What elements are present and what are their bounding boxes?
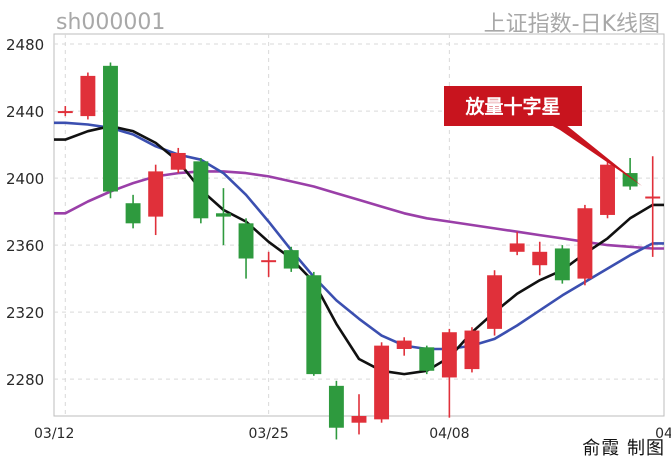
moving-average-lines (54, 121, 664, 376)
ma-fast-line (54, 124, 664, 376)
candle-body (441, 332, 457, 378)
candle-body (80, 75, 96, 117)
candle (487, 270, 503, 336)
candle-body (125, 203, 141, 224)
y-tick-label: 2360 (6, 237, 44, 255)
candle-body (238, 223, 254, 259)
candle-body (57, 111, 73, 114)
candle-body (328, 385, 344, 428)
candle (170, 147, 186, 174)
candle (577, 204, 593, 286)
candle (57, 106, 73, 117)
candle (396, 337, 412, 356)
candle (261, 251, 277, 277)
annotation-box (444, 86, 582, 126)
candle-body (419, 347, 435, 371)
candle (464, 327, 480, 373)
candle-body (532, 251, 548, 266)
y-tick-label: 2440 (6, 103, 44, 121)
y-tick-label: 2320 (6, 304, 44, 322)
candle (554, 245, 570, 284)
candle (532, 241, 548, 276)
candle-body (261, 260, 277, 263)
ma-slow-line (54, 170, 664, 250)
candle (374, 342, 390, 423)
doji-annotation: 放量十字星 (444, 86, 642, 186)
x-tick-label: 04/08 (429, 426, 469, 442)
x-tick-label: 03/25 (248, 426, 288, 442)
candle (215, 188, 231, 246)
candle-body (215, 213, 231, 217)
candle (419, 345, 435, 375)
candle-body (148, 171, 164, 217)
y-tick-label: 2280 (6, 371, 44, 389)
candle-body (351, 416, 367, 423)
candle-body (577, 208, 593, 279)
candle (645, 156, 661, 257)
candle-body (396, 340, 412, 349)
annotation-label: 放量十字星 (464, 95, 560, 118)
candle (351, 394, 367, 435)
candle-body (283, 250, 299, 269)
candle-body (374, 345, 390, 420)
chart-title: 上证指数-日K线图 (484, 12, 660, 37)
candle (441, 328, 457, 418)
candle (306, 271, 322, 376)
author-credit: 俞霞 制图 (582, 438, 665, 459)
candle-body (487, 275, 503, 329)
candle (328, 380, 344, 440)
candle (283, 246, 299, 272)
candle (509, 231, 525, 256)
candle (148, 164, 164, 236)
candle-body (306, 275, 322, 375)
candle-body (509, 243, 525, 252)
index-code: sh000001 (56, 10, 165, 35)
y-axis-ticks: 2480 2440 2400 2360 2320 2280 (6, 36, 44, 389)
candle-body (193, 161, 209, 219)
candle (80, 72, 96, 120)
candle (125, 194, 141, 229)
candles (57, 62, 661, 440)
candle-body (464, 330, 480, 370)
y-tick-label: 2480 (6, 36, 44, 54)
grid-lines (54, 34, 664, 416)
x-tick-label: 04/23 (655, 426, 671, 442)
candle-body (600, 164, 615, 215)
x-axis-ticks: 03/12 03/25 04/08 04/23 (34, 426, 671, 442)
candle-body (554, 248, 570, 281)
candle-body (622, 173, 638, 187)
candle (193, 157, 209, 224)
candle (238, 218, 254, 279)
ma-mid-line (54, 121, 664, 351)
candle (622, 157, 638, 190)
candle (103, 62, 118, 199)
y-tick-label: 2400 (6, 170, 44, 188)
x-tick-label: 03/12 (34, 426, 74, 442)
candle-body (103, 65, 118, 192)
candle (600, 161, 615, 219)
candle-body (170, 152, 186, 170)
candle-body (645, 196, 661, 199)
